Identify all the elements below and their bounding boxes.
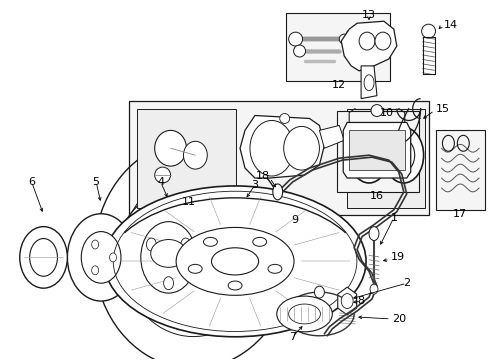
Ellipse shape [249, 121, 293, 176]
Text: 18: 18 [255, 171, 269, 181]
Bar [129, 100, 427, 215]
Ellipse shape [369, 284, 377, 294]
Text: 3: 3 [251, 180, 258, 190]
Ellipse shape [293, 45, 305, 57]
Ellipse shape [150, 239, 186, 267]
Text: 5: 5 [92, 177, 100, 187]
Ellipse shape [370, 105, 382, 117]
Ellipse shape [109, 253, 116, 262]
Ellipse shape [92, 266, 99, 275]
Ellipse shape [188, 264, 202, 273]
Text: 9: 9 [290, 215, 298, 225]
Text: 16: 16 [369, 191, 383, 201]
Text: 19: 19 [390, 252, 404, 262]
Text: 20: 20 [391, 314, 405, 324]
Ellipse shape [279, 113, 289, 123]
Ellipse shape [288, 304, 320, 324]
Ellipse shape [146, 238, 156, 251]
Text: 13: 13 [361, 10, 375, 20]
Ellipse shape [176, 228, 293, 295]
Ellipse shape [348, 127, 388, 183]
Text: 1: 1 [389, 213, 397, 223]
Ellipse shape [81, 231, 121, 283]
Ellipse shape [211, 248, 258, 275]
Ellipse shape [252, 237, 266, 246]
Ellipse shape [272, 184, 282, 200]
Text: 6: 6 [28, 177, 35, 187]
Ellipse shape [368, 227, 378, 240]
Polygon shape [344, 29, 378, 61]
Text: 11: 11 [181, 197, 195, 207]
Ellipse shape [358, 32, 374, 50]
Ellipse shape [383, 127, 423, 183]
Ellipse shape [421, 24, 435, 38]
Ellipse shape [92, 240, 99, 249]
Ellipse shape [392, 139, 414, 171]
Polygon shape [319, 125, 344, 148]
Text: 12: 12 [331, 80, 346, 90]
Ellipse shape [154, 167, 170, 183]
Ellipse shape [267, 264, 281, 273]
Bar [285, 13, 389, 81]
Text: 4: 4 [157, 177, 164, 187]
Text: 8: 8 [357, 296, 364, 306]
Text: 7: 7 [288, 332, 296, 342]
Text: 17: 17 [452, 209, 467, 219]
Bar [137, 109, 236, 208]
Ellipse shape [163, 277, 173, 290]
Polygon shape [337, 287, 356, 315]
Ellipse shape [67, 214, 135, 301]
Text: 2: 2 [402, 278, 409, 288]
Ellipse shape [183, 141, 207, 169]
Ellipse shape [276, 296, 332, 332]
Ellipse shape [374, 32, 390, 50]
Polygon shape [348, 130, 404, 170]
Text: 14: 14 [443, 20, 457, 30]
Ellipse shape [341, 294, 352, 309]
Ellipse shape [314, 286, 324, 298]
Ellipse shape [283, 126, 319, 170]
Ellipse shape [339, 34, 348, 44]
Ellipse shape [203, 237, 217, 246]
Ellipse shape [117, 193, 220, 322]
Polygon shape [240, 116, 324, 178]
Bar [346, 109, 424, 208]
Text: 10: 10 [379, 108, 393, 117]
Ellipse shape [20, 227, 67, 288]
Ellipse shape [288, 32, 302, 46]
Bar [435, 130, 484, 210]
Ellipse shape [141, 222, 196, 293]
Ellipse shape [357, 139, 379, 171]
Ellipse shape [181, 238, 190, 251]
Text: 15: 15 [435, 104, 448, 113]
Ellipse shape [364, 75, 373, 91]
Polygon shape [341, 21, 396, 71]
Ellipse shape [154, 130, 186, 166]
Polygon shape [360, 66, 376, 99]
Polygon shape [343, 122, 410, 178]
Ellipse shape [104, 186, 366, 337]
Bar [337, 111, 418, 192]
Ellipse shape [30, 239, 57, 276]
Ellipse shape [228, 281, 242, 290]
